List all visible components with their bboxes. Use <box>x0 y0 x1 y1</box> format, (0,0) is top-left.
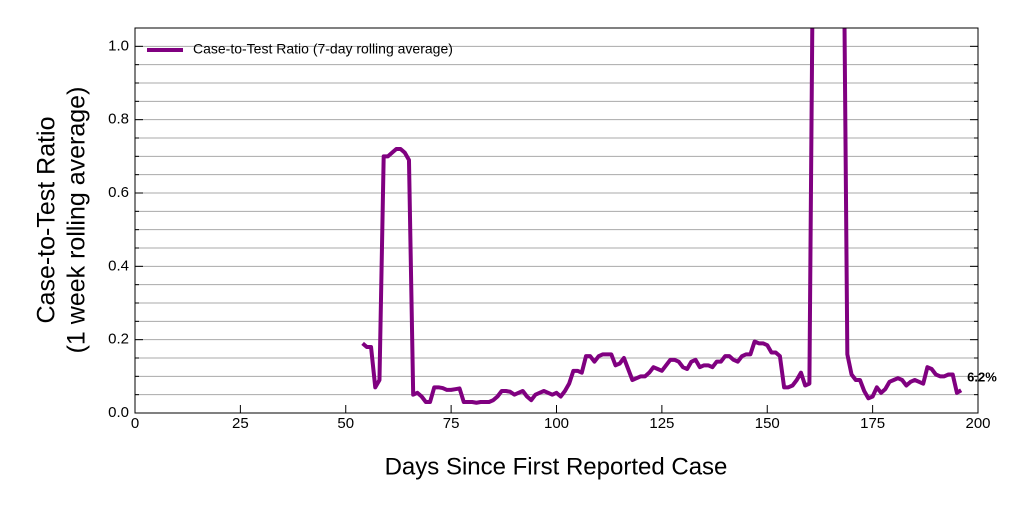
y-axis-label: Case-to-Test Ratio <box>33 116 61 323</box>
x-tick-label: 50 <box>337 415 354 432</box>
lines <box>361 28 963 405</box>
y-axis-label: (1 week rolling average) <box>63 87 91 354</box>
x-tick-label: 25 <box>232 415 249 432</box>
x-tick-label: 0 <box>131 415 139 432</box>
y-tick-label: 0.8 <box>108 111 129 128</box>
x-axis-label: Days Since First Reported Case <box>385 453 728 480</box>
x-tick-label: 150 <box>755 415 780 432</box>
plot-area <box>135 28 978 413</box>
x-tick-label: 175 <box>860 415 885 432</box>
ticks: 0.0 0.2 0.4 0.6 0.8 1.0 0 25 50 75 100 125 150 175 200 <box>108 27 991 432</box>
y-tick-label: 0.0 <box>108 404 129 421</box>
x-tick-label: 100 <box>544 415 569 432</box>
data-line <box>361 28 963 405</box>
y-tick-label: 0.2 <box>108 331 129 348</box>
y-tick-label: 0.4 <box>108 257 129 274</box>
y-tick-label: 1.0 <box>108 37 129 54</box>
x-tick-label: 125 <box>649 415 674 432</box>
x-tick-label: 200 <box>965 415 990 432</box>
x-tick-label: 75 <box>443 415 460 432</box>
annotation: 6.2% <box>967 370 997 385</box>
y-tick-label: 0.6 <box>108 184 129 201</box>
legend-label: Case-to-Test Ratio (7-day rolling averag… <box>193 41 453 57</box>
